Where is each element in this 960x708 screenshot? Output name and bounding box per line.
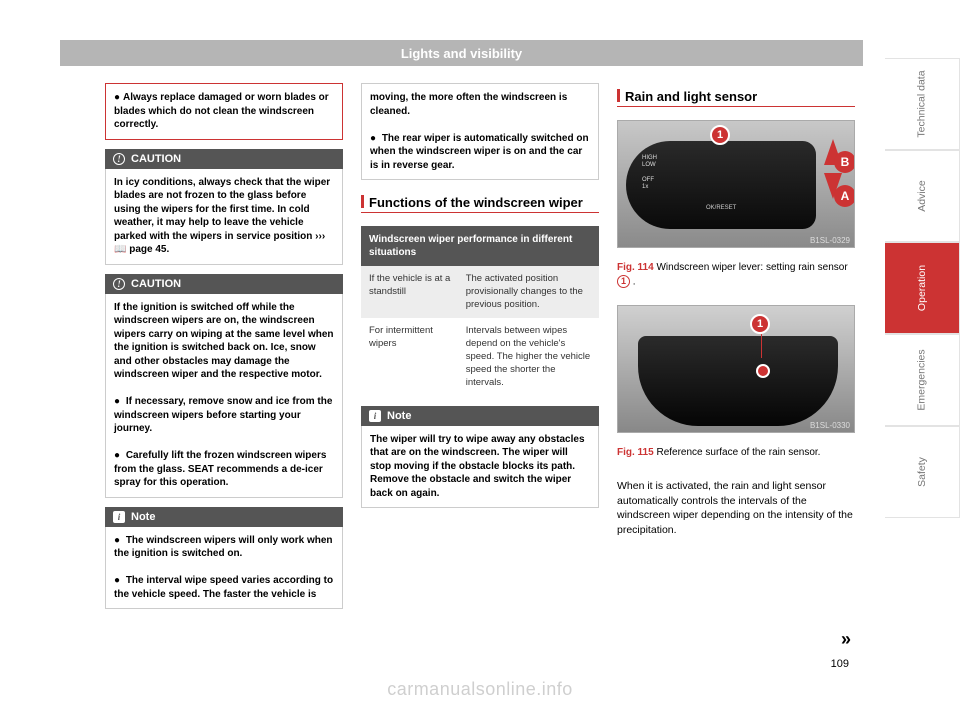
lever-labels: HIGHLOWOFF1x: [642, 155, 657, 191]
note-block: i Note ● The windscreen wipers will only…: [105, 507, 343, 610]
table-cell: For intermittent wipers: [369, 325, 460, 389]
caution-block-1: ! CAUTION In icy conditions, always chec…: [105, 149, 343, 265]
content-area: Lights and visibility ●Always replace da…: [0, 0, 885, 708]
table-cell: Intervals between wipes depend on the ve…: [466, 325, 591, 389]
chapter-header: Lights and visibility: [60, 40, 863, 66]
tab-safety[interactable]: Safety: [885, 426, 960, 518]
inline-callout-1: 1: [617, 275, 630, 288]
table-row: If the vehicle is at a standstill The ac…: [361, 266, 599, 318]
caution-bullet: Carefully lift the frozen windscreen wip…: [114, 450, 326, 488]
caution-header: ! CAUTION: [105, 274, 343, 294]
caution-body: If the ignition is switched off while th…: [105, 294, 343, 498]
note-block: i Note The wiper will try to wipe away a…: [361, 406, 599, 509]
page-root: Lights and visibility ●Always replace da…: [0, 0, 960, 708]
note-body: The wiper will try to wipe away any obst…: [361, 426, 599, 509]
section-title: Rain and light sensor: [617, 89, 855, 107]
figure-tag: B1SL-0329: [810, 236, 850, 245]
column-3: Rain and light sensor HIGHLOWOFF1x OK/RE…: [617, 83, 855, 609]
caution-body: In icy conditions, always check that the…: [105, 169, 343, 265]
tab-advice[interactable]: Advice: [885, 150, 960, 242]
warning-text: Always replace damaged or worn blades or…: [114, 92, 329, 130]
section-title: Functions of the windscreen wiper: [361, 195, 599, 213]
figure-number: Fig. 114: [617, 262, 654, 273]
caution-block-2: ! CAUTION If the ignition is switched of…: [105, 274, 343, 498]
note-bullet: The interval wipe speed varies according…: [114, 575, 333, 600]
figure-caption: Fig. 114 Windscreen wiper lever: setting…: [617, 261, 855, 288]
note-text: The wiper will try to wipe away any obst…: [370, 434, 585, 499]
table-cell: If the vehicle is at a standstill: [369, 273, 460, 311]
wiper-lever-graphic: HIGHLOWOFF1x OK/RESET: [626, 141, 816, 229]
mirror-graphic: [638, 336, 838, 426]
caution-icon: !: [113, 278, 125, 290]
callout-1: 1: [710, 125, 730, 145]
caution-header: ! CAUTION: [105, 149, 343, 169]
caution-label: CAUTION: [131, 278, 181, 290]
wiper-table: Windscreen wiper performance in differen…: [361, 226, 599, 397]
table-row: For intermittent wipers Intervals betwee…: [361, 318, 599, 396]
caution-text: If the ignition is switched off while th…: [114, 302, 334, 381]
tab-emergencies[interactable]: Emergencies: [885, 334, 960, 426]
note-label: Note: [387, 410, 411, 422]
note-body: ● The windscreen wipers will only work w…: [105, 527, 343, 610]
note-bullet: The windscreen wipers will only work whe…: [114, 535, 333, 560]
note-header: i Note: [105, 507, 343, 527]
note-header: i Note: [361, 406, 599, 426]
column-2: moving, the more often the windscreen is…: [361, 83, 599, 609]
warning-box: ●Always replace damaged or worn blades o…: [105, 83, 343, 140]
callout-b: B: [834, 151, 855, 173]
caution-bullet: If necessary, remove snow and ice from t…: [114, 396, 332, 434]
cont-text: moving, the more often the windscreen is…: [370, 92, 567, 117]
figure-caption-text: Reference surface of the rain sensor.: [654, 447, 821, 458]
caution-label: CAUTION: [131, 153, 181, 165]
continuation-box: moving, the more often the windscreen is…: [361, 83, 599, 180]
tab-technical-data[interactable]: Technical data: [885, 58, 960, 150]
table-header: Windscreen wiper performance in differen…: [361, 226, 599, 266]
caution-icon: !: [113, 153, 125, 165]
tab-operation[interactable]: Operation: [885, 242, 960, 334]
callout-a: A: [834, 185, 855, 207]
figure-tag: B1SL-0330: [810, 421, 850, 430]
column-1: ●Always replace damaged or worn blades o…: [105, 83, 343, 609]
note-label: Note: [131, 511, 155, 523]
figure-115: 1 B1SL-0330: [617, 305, 855, 433]
callout-line: [761, 334, 762, 358]
figure-number: Fig. 115: [617, 447, 654, 458]
info-icon: i: [369, 410, 381, 422]
continuation-marker: »: [841, 629, 851, 650]
callout-1: 1: [750, 314, 770, 334]
caution-text: In icy conditions, always check that the…: [114, 177, 330, 256]
info-icon: i: [113, 511, 125, 523]
sensor-dot: [756, 364, 770, 378]
columns: ●Always replace damaged or worn blades o…: [105, 83, 855, 609]
figure-caption-text: Windscreen wiper lever: setting rain sen…: [654, 262, 848, 273]
side-tabs: Technical data Advice Operation Emergenc…: [885, 0, 960, 708]
figure-114: HIGHLOWOFF1x OK/RESET 1 B A B1SL-0329: [617, 120, 855, 248]
body-paragraph: When it is activated, the rain and light…: [617, 479, 855, 538]
watermark: carmanualsonline.info: [0, 679, 960, 700]
page-number: 109: [831, 658, 849, 670]
lever-ok-label: OK/RESET: [706, 205, 736, 211]
table-cell: The activated position provisionally cha…: [466, 273, 591, 311]
cont-bullet: The rear wiper is automatically switched…: [370, 133, 589, 171]
figure-caption: Fig. 115 Reference surface of the rain s…: [617, 446, 855, 460]
